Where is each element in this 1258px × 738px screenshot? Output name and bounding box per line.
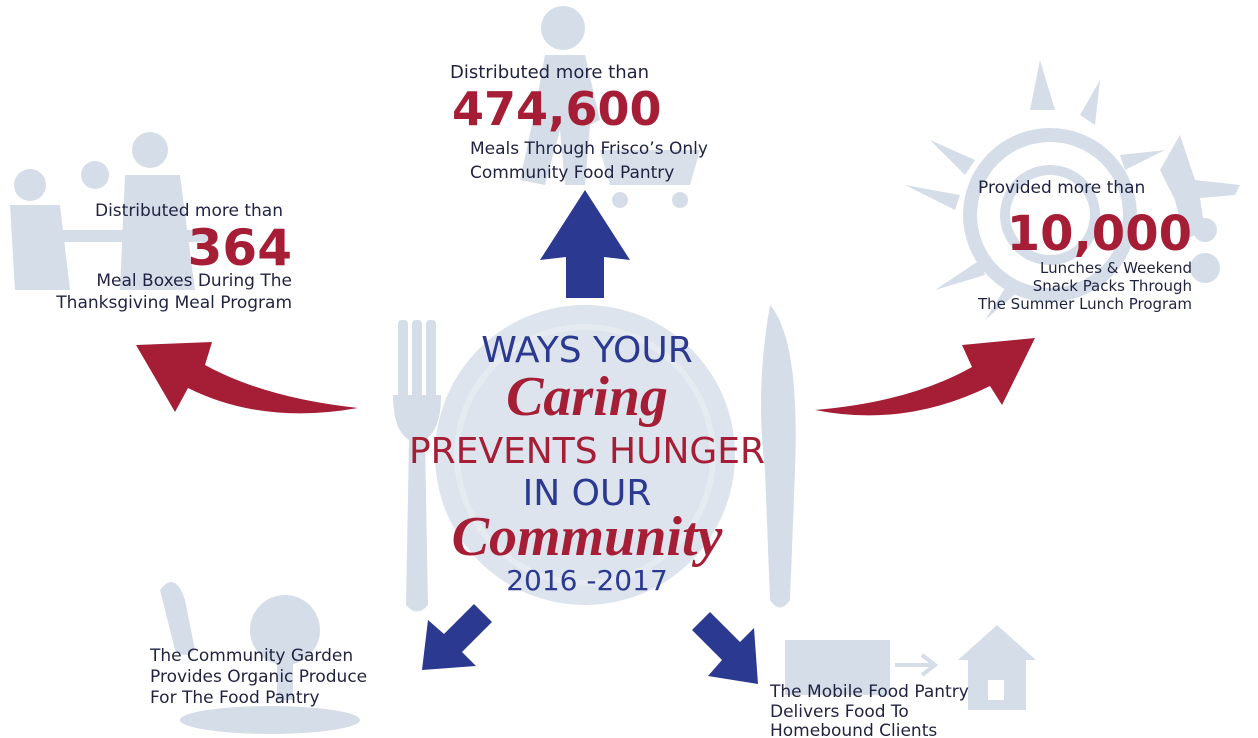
- arrow-right: [815, 338, 1035, 415]
- title-line: WAYS YOUR: [481, 330, 692, 371]
- stat-text: Snack Packs Through: [1033, 277, 1192, 295]
- stat-text: The Community Garden: [149, 646, 353, 666]
- stat-text: Meals Through Frisco’s Only: [470, 139, 708, 159]
- title-emphasis: Community: [452, 506, 724, 568]
- stat-text: For The Food Pantry: [150, 688, 320, 708]
- page: Infographic {"center": {"line1": "WAYS Y…: [0, 0, 1258, 738]
- title-years: 2016 -2017: [506, 564, 668, 597]
- stat-text: Homebound Clients: [770, 721, 937, 738]
- stat-text: Meal Boxes During The: [96, 271, 292, 291]
- stat-lead: Distributed more than: [95, 201, 283, 221]
- stat-figure: 10,000: [1007, 206, 1192, 262]
- arrow-down-right: [692, 612, 758, 684]
- stat-figure: 364: [188, 219, 292, 277]
- stat-text: The Summer Lunch Program: [977, 295, 1192, 313]
- title-line: PREVENTS HUNGER: [409, 431, 765, 472]
- body: WAYS YOUR Caring PREVENTS HUNGER IN OUR …: [0, 0, 1258, 738]
- arrow-down-left: [422, 604, 492, 670]
- stat-text: Community Food Pantry: [470, 163, 674, 183]
- stat-text: Provides Organic Produce: [150, 667, 367, 687]
- arrow-left: [136, 342, 358, 413]
- title-emphasis: Caring: [506, 366, 668, 428]
- stat-text: Thanksgiving Meal Program: [55, 293, 292, 313]
- stat-figure: 474,600: [452, 82, 662, 136]
- infographic: WAYS YOUR Caring PREVENTS HUNGER IN OUR …: [0, 0, 1258, 738]
- stat-lead: Provided more than: [978, 178, 1145, 198]
- stat-lead: Distributed more than: [450, 62, 649, 83]
- stat-text: The Mobile Food Pantry: [769, 682, 969, 702]
- stat-text: Lunches & Weekend: [1040, 259, 1192, 277]
- stat-text: Delivers Food To: [770, 702, 909, 722]
